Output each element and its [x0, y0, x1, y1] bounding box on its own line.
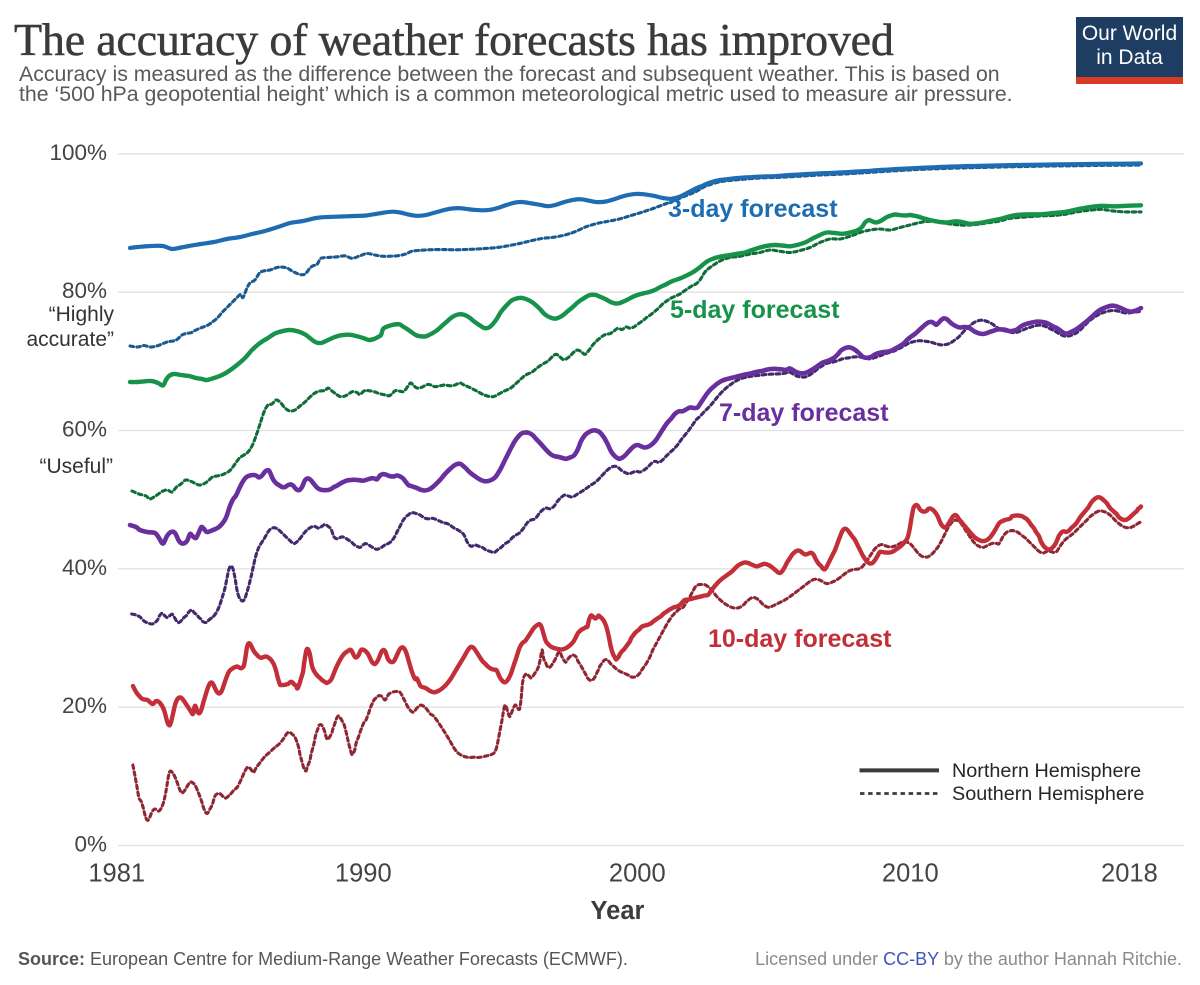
svg-text:1990: 1990 — [335, 860, 392, 888]
svg-text:accurate”: accurate” — [26, 328, 114, 351]
svg-text:1981: 1981 — [88, 860, 145, 888]
svg-text:2000: 2000 — [609, 860, 666, 888]
svg-text:2010: 2010 — [882, 860, 939, 888]
svg-text:“Useful”: “Useful” — [39, 455, 113, 478]
svg-text:10-day forecast: 10-day forecast — [708, 625, 892, 653]
svg-text:5-day forecast: 5-day forecast — [670, 296, 840, 324]
svg-text:0%: 0% — [74, 832, 107, 857]
svg-text:80%: 80% — [62, 278, 107, 303]
svg-text:7-day forecast: 7-day forecast — [719, 399, 889, 427]
svg-text:40%: 40% — [62, 555, 107, 580]
svg-text:100%: 100% — [49, 140, 107, 165]
svg-text:60%: 60% — [62, 417, 107, 442]
svg-text:Year: Year — [591, 897, 645, 925]
svg-text:2018: 2018 — [1101, 860, 1158, 888]
svg-text:Southern Hemisphere: Southern Hemisphere — [952, 783, 1144, 805]
svg-text:“Highly: “Highly — [49, 303, 115, 326]
svg-text:3-day forecast: 3-day forecast — [668, 195, 838, 223]
svg-text:Northern Hemisphere: Northern Hemisphere — [952, 760, 1141, 782]
svg-text:20%: 20% — [62, 693, 107, 718]
